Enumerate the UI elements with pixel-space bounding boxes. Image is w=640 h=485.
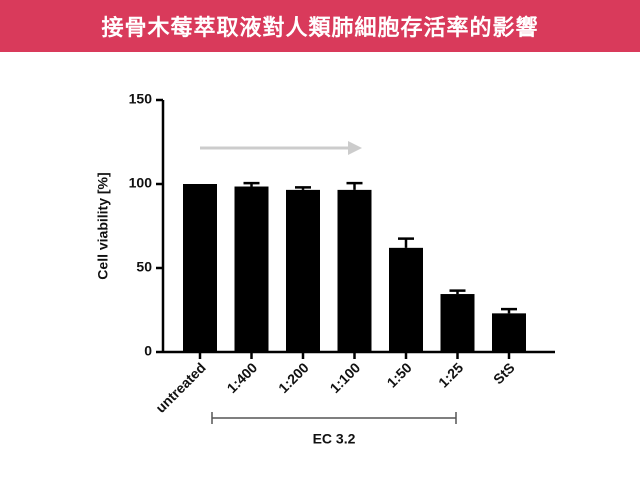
- annotation: EC 3.2: [313, 431, 356, 447]
- x-tick-label: 1:200: [275, 359, 312, 396]
- error-bar: [449, 289, 466, 295]
- x-tick-label: 1:400: [224, 359, 261, 396]
- bar: [337, 189, 372, 352]
- bar: [389, 247, 423, 352]
- header-title: 接骨木莓萃取液對人類肺細胞存活率的影響: [0, 0, 640, 52]
- y-tick-label: 50: [136, 259, 152, 275]
- x-tick-label: untreated: [152, 359, 208, 415]
- bar: [492, 313, 526, 352]
- error-bar: [346, 181, 363, 190]
- chart: Cell viability [%] EC 3.2 0 50 100 150 untre…: [95, 91, 555, 447]
- bracket: [211, 412, 457, 424]
- y-tick-label: 100: [129, 175, 153, 191]
- error-bar: [295, 186, 311, 190]
- bar: [286, 189, 320, 352]
- x-tick-label: 1:25: [435, 359, 466, 390]
- y-tick-label: 0: [144, 343, 152, 359]
- error-bar: [398, 237, 414, 248]
- error-bar: [501, 307, 517, 314]
- x-tick-label: 1:100: [327, 359, 364, 396]
- x-tick-label: StS: [490, 359, 518, 387]
- bar: [183, 184, 217, 352]
- arrow-head: [348, 141, 362, 155]
- x-tick-label: 1:50: [384, 359, 415, 390]
- bar: [234, 186, 269, 352]
- y-axis-label: Cell viability [%]: [95, 172, 111, 279]
- bar: [440, 294, 475, 352]
- error-bar: [243, 181, 260, 187]
- y-tick-label: 150: [129, 91, 153, 107]
